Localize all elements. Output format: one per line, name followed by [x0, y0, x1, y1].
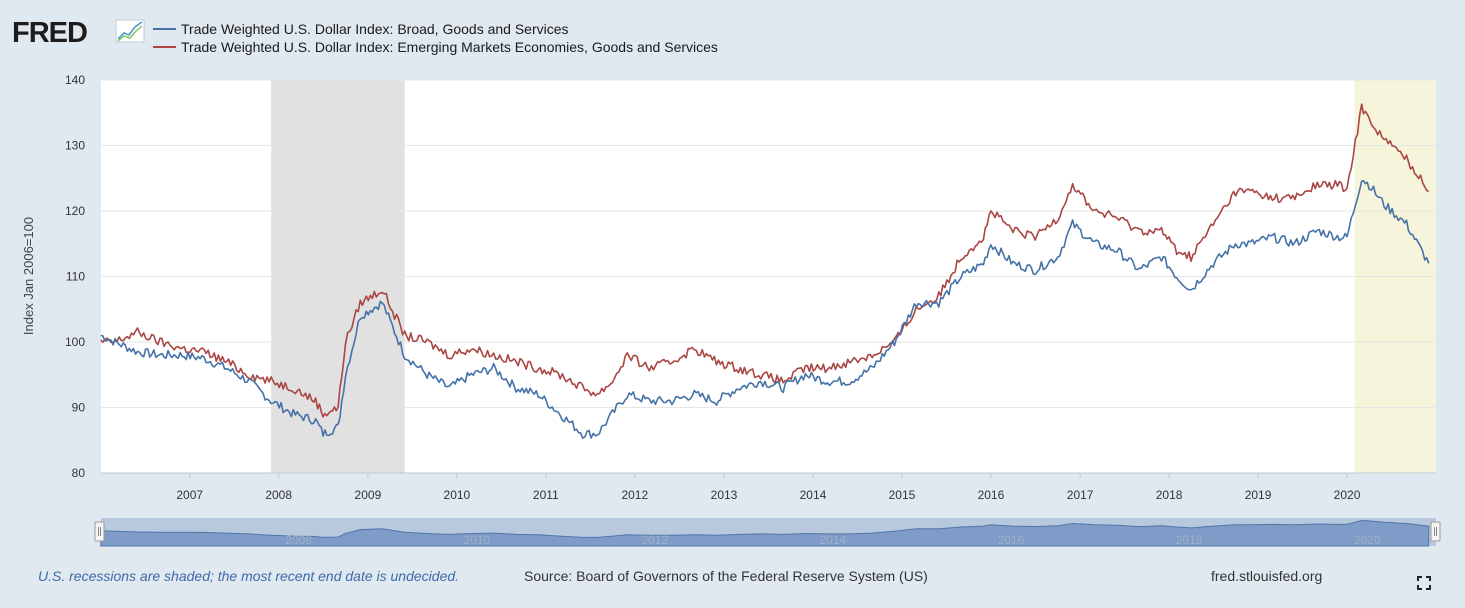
x-tick-2019: 2019 [1245, 488, 1272, 502]
x-tick-2007: 2007 [176, 488, 203, 502]
y-tick-labels: 80 90 100 110 120 130 140 [65, 73, 85, 480]
series-line-emerging [100, 103, 1430, 418]
legend: Trade Weighted U.S. Dollar Index: Broad,… [153, 21, 718, 55]
fred-logo-text: FRED [12, 17, 87, 49]
x-tick-2009: 2009 [355, 488, 382, 502]
y-tick-80: 80 [72, 466, 86, 480]
x-tick-2014: 2014 [800, 488, 827, 502]
navigator-label-2012: 2012 [641, 533, 668, 547]
legend-item-emerging[interactable]: Trade Weighted U.S. Dollar Index: Emergi… [153, 39, 718, 55]
legend-label-broad: Trade Weighted U.S. Dollar Index: Broad,… [181, 21, 569, 37]
x-tick-2012: 2012 [621, 488, 648, 502]
x-tick-2020: 2020 [1334, 488, 1361, 502]
series-line-broad [100, 180, 1430, 439]
x-tick-2016: 2016 [978, 488, 1005, 502]
y-tick-110: 110 [66, 270, 85, 284]
y-tick-140: 140 [65, 73, 85, 87]
navigator-label-2008: 2008 [285, 533, 312, 547]
fred-url-link[interactable]: fred.stlouisfed.org [1211, 568, 1323, 584]
fullscreen-expand-icon[interactable] [1417, 576, 1431, 590]
navigator-left-handle[interactable] [94, 521, 105, 542]
recession-note: U.S. recessions are shaded; the most rec… [38, 568, 460, 584]
navigator-right-handle[interactable] [1430, 521, 1441, 542]
y-tick-120: 120 [65, 204, 85, 218]
range-navigator[interactable]: 2008 2010 2012 2014 2016 2018 2020 [94, 518, 1441, 547]
x-tick-2017: 2017 [1067, 488, 1094, 502]
x-tick-2013: 2013 [711, 488, 738, 502]
x-tick-2008: 2008 [265, 488, 292, 502]
navigator-label-2020: 2020 [1354, 533, 1381, 547]
source-text: Source: Board of Governors of the Federa… [524, 568, 928, 584]
navigator-label-2014: 2014 [820, 533, 847, 547]
navigator-series-area [100, 519, 1430, 547]
y-tick-90: 90 [72, 401, 86, 415]
x-tick-2010: 2010 [444, 488, 471, 502]
navigator-label-2016: 2016 [998, 533, 1025, 547]
x-tick-2018: 2018 [1156, 488, 1183, 502]
fred-logo-graph-icon [115, 19, 145, 43]
fred-logo[interactable]: FRED [12, 17, 145, 49]
x-tick-2011: 2011 [533, 488, 559, 502]
legend-item-broad[interactable]: Trade Weighted U.S. Dollar Index: Broad,… [153, 21, 569, 37]
series-lines [100, 103, 1430, 439]
y-tick-100: 100 [65, 335, 85, 349]
navigator-label-2018: 2018 [1176, 533, 1203, 547]
y-gridlines [101, 79, 1436, 408]
x-tick-labels: 2007 2008 2009 2010 2011 2012 2013 2014 2015 2016… [176, 473, 1361, 502]
y-tick-130: 130 [65, 139, 85, 153]
legend-label-emerging: Trade Weighted U.S. Dollar Index: Emergi… [181, 39, 718, 55]
navigator-area [100, 519, 1430, 547]
x-tick-2015: 2015 [889, 488, 916, 502]
navigator-labels: 2008 2010 2012 2014 2016 2018 2020 [285, 533, 1380, 547]
navigator-label-2010: 2010 [464, 533, 491, 547]
y-axis-label: Index Jan 2006=100 [21, 217, 36, 335]
